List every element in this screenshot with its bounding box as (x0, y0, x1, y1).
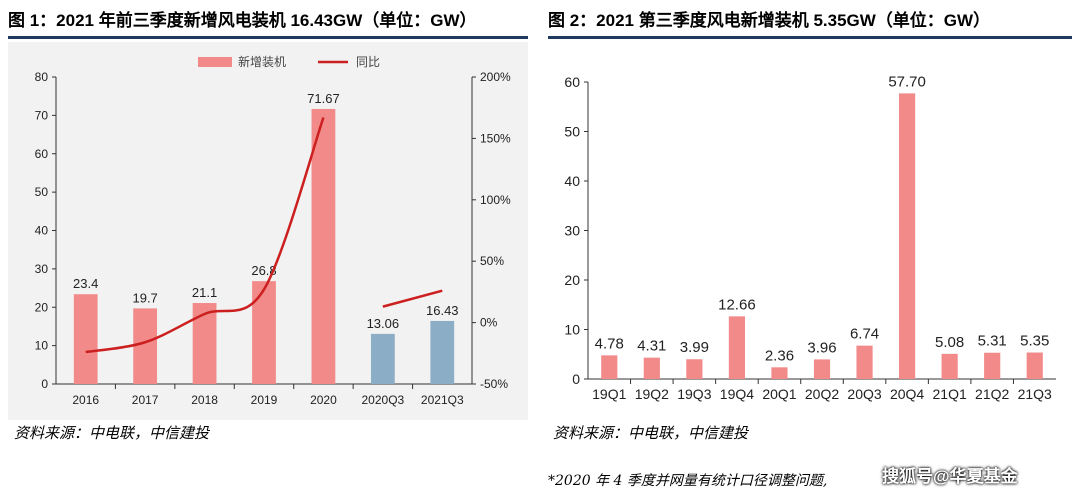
annual-wind-capacity-chart: 0 10 20 30 40 50 60 70 80 -50% 0% 50% 100% 150% 200% 23… (8, 42, 528, 420)
y-left-tick-label: 40 (35, 224, 49, 238)
figure-1-source: 资料来源：中电联，中信建投 (14, 424, 210, 442)
x-tick-label: 19Q2 (635, 386, 669, 402)
y-left-tick-label: 70 (35, 108, 49, 122)
bar-value-label: 57.70 (888, 73, 926, 90)
quarterly-wind-capacity-chart: 0 10 20 30 40 50 60 4.78 19Q1 4.31 19Q2 3.99 19Q3 12.… (548, 42, 1072, 420)
bar-2018 (192, 303, 217, 384)
legend-line-label: 同比 (356, 55, 380, 69)
y-tick-label: 10 (564, 322, 580, 338)
x-tick-label: 20Q1 (762, 386, 796, 402)
figure-1-title-rule (8, 36, 528, 39)
x-tick-label: 21Q1 (933, 386, 967, 402)
y-left-tick-label: 80 (35, 70, 49, 84)
bar-value-label: 5.31 (978, 333, 1007, 350)
x-tick-label: 20Q3 (847, 386, 881, 402)
y-left-tick-label: 20 (35, 300, 49, 314)
y-right-tick-label: 0% (480, 316, 498, 330)
bar-value-label: 4.78 (595, 335, 624, 352)
bar-value-label: 21.1 (192, 285, 217, 300)
x-tick-label: 2020Q3 (362, 393, 405, 407)
bar-value-label: 16.43 (426, 303, 459, 318)
bar-value-label: 12.66 (718, 296, 756, 313)
x-tick-label: 2019 (251, 393, 278, 407)
x-tick-label: 21Q3 (1018, 386, 1052, 402)
bar-2019 (252, 281, 276, 384)
bar-value-label: 23.4 (73, 276, 98, 291)
bar-value-label: 4.31 (637, 338, 666, 355)
bar-2020Q3 (370, 333, 395, 384)
y-right-tick-label: -50% (480, 377, 508, 391)
x-tick-label: 19Q4 (720, 386, 754, 402)
figure-2-footnote: *2020 年 4 季度并网量有统计口径调整问题, (548, 473, 828, 489)
bar-21Q1 (941, 353, 958, 379)
x-tick-label: 2020 (310, 393, 337, 407)
bar-value-label: 3.96 (807, 339, 836, 356)
x-tick-label: 20Q4 (890, 386, 924, 402)
x-tick-label: 19Q1 (592, 386, 626, 402)
y-left-tick-label: 0 (41, 377, 48, 391)
y-tick-label: 0 (572, 371, 580, 387)
quarterly-wind-capacity-svg: 0 10 20 30 40 50 60 4.78 19Q1 4.31 19Q2 3.99 19Q3 12.… (564, 73, 1056, 402)
bar-value-label: 5.35 (1020, 333, 1049, 350)
x-tick-label: 2018 (191, 393, 218, 407)
bar-20Q4 (899, 93, 916, 379)
bar-19Q1 (601, 355, 618, 379)
x-tick-label: 2017 (132, 393, 159, 407)
bar-2017 (133, 308, 158, 384)
bar-2021Q3 (430, 320, 455, 384)
figure-1-title: 图 1：2021 年前三季度新增风电装机 16.43GW（单位：GW） (8, 11, 477, 30)
bar-21Q2 (984, 352, 1001, 379)
x-tick-label: 2016 (72, 393, 99, 407)
bar-19Q3 (686, 359, 703, 379)
bar-19Q4 (728, 316, 745, 379)
figure-2-title-rule (548, 36, 1072, 39)
y-left-tick-label: 30 (35, 262, 49, 276)
y-tick-label: 30 (564, 223, 580, 239)
watermark-text: 搜狐号@华夏基金 (882, 467, 1018, 486)
bar-value-label: 2.36 (765, 347, 794, 364)
legend-bar-swatch (198, 57, 232, 67)
yoy-growth-line (85, 117, 325, 354)
bar-value-label: 3.99 (680, 339, 709, 356)
bar-value-label: 5.08 (935, 334, 964, 351)
y-right-tick-label: 150% (480, 131, 511, 145)
bar-19Q2 (643, 357, 660, 379)
y-left-tick-label: 10 (35, 339, 49, 353)
y-tick-label: 50 (564, 124, 580, 140)
annual-wind-capacity-svg: 0 10 20 30 40 50 60 70 80 -50% 0% 50% 100% 150% 200% 23… (35, 54, 511, 407)
x-tick-label: 19Q3 (677, 386, 711, 402)
bar-20Q1 (771, 367, 788, 379)
bar-value-label: 71.67 (307, 91, 340, 106)
y-left-tick-label: 50 (35, 185, 49, 199)
bar-2016 (73, 294, 98, 384)
bar-21Q3 (1026, 352, 1043, 379)
figure-2-title: 图 2：2021 第三季度风电新增装机 5.35GW（单位：GW） (548, 11, 991, 30)
bar-value-label: 19.7 (132, 290, 157, 305)
bar-value-label: 13.06 (367, 316, 400, 331)
y-tick-label: 20 (564, 272, 580, 288)
bar-20Q3 (856, 345, 873, 379)
y-left-tick-label: 60 (35, 147, 49, 161)
y-right-tick-label: 200% (480, 70, 511, 84)
y-tick-label: 60 (564, 74, 580, 90)
y-tick-label: 40 (564, 173, 580, 189)
bar-2020 (311, 108, 336, 385)
y-right-tick-label: 50% (480, 254, 504, 268)
bar-20Q2 (813, 359, 831, 379)
yoy-growth-line-quarterly-segment (382, 289, 443, 308)
x-tick-label: 20Q2 (805, 386, 839, 402)
bar-value-label: 6.74 (850, 326, 879, 343)
x-tick-label: 21Q2 (975, 386, 1009, 402)
x-tick-label: 2021Q3 (421, 393, 464, 407)
figure-2-source: 资料来源：中电联，中信建投 (553, 424, 749, 442)
legend-bar-label: 新增装机 (238, 54, 286, 69)
y-right-tick-label: 100% (480, 193, 511, 207)
